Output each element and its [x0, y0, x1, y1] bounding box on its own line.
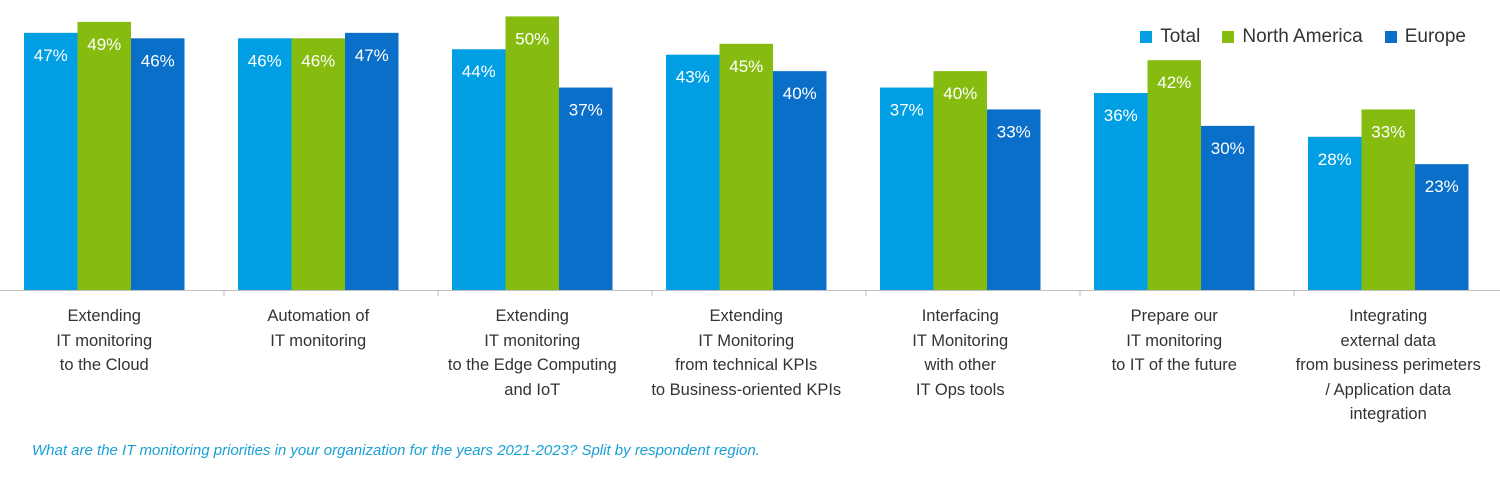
bar-north-america [1147, 60, 1201, 291]
data-label: 33% [1371, 122, 1405, 141]
category-label: Interfacing IT Monitoring with other IT … [912, 307, 1009, 399]
bar-north-america [933, 71, 987, 290]
bar-total [1308, 136, 1362, 290]
legend-swatch-north-america [1222, 31, 1235, 43]
category-label: Integrating external data from business … [1295, 307, 1481, 423]
data-label: 37% [569, 101, 603, 120]
data-label: 47% [34, 46, 68, 65]
question-caption: What are the IT monitoring priorities in… [32, 442, 760, 459]
category-label: Extending IT monitoring to the Cloud [56, 307, 153, 374]
legend-item-europe: Europe [1384, 26, 1466, 48]
bar-north-america [291, 38, 345, 291]
bar-north-america [77, 21, 131, 291]
data-label: 47% [355, 46, 389, 65]
data-label: 36% [1104, 106, 1138, 125]
data-label: 40% [943, 84, 977, 103]
plot-area: 47% 49% 46% 46% 46% 47% 44% 50% 37% 43% 45% 40% 37% 4… [0, 16, 1500, 296]
bar-europe [1201, 125, 1255, 290]
data-label: 23% [1425, 177, 1459, 196]
data-label: 40% [783, 84, 817, 103]
bar-total [452, 49, 506, 290]
data-label: 50% [515, 29, 549, 48]
legend-item-north-america: North America [1222, 26, 1363, 48]
data-label: 46% [301, 51, 335, 70]
bar-europe [345, 32, 399, 290]
legend-item-total: Total [1140, 26, 1200, 48]
legend: Total North America Europe [1140, 26, 1466, 48]
bar-north-america [1361, 109, 1415, 290]
bar-total [666, 54, 720, 290]
data-label: 49% [87, 35, 121, 54]
bar-total [1094, 93, 1148, 291]
data-label: 37% [890, 101, 924, 120]
data-label: 28% [1318, 150, 1352, 169]
bar-north-america [505, 16, 559, 290]
legend-label-north-america: North America [1242, 26, 1363, 47]
category-label: Prepare our IT monitoring to IT of the f… [1111, 307, 1237, 374]
bar-total [880, 87, 934, 290]
data-label: 46% [248, 51, 282, 70]
data-label: 45% [729, 57, 763, 76]
bar-total [24, 32, 78, 290]
legend-label-europe: Europe [1404, 26, 1466, 47]
data-label: 44% [462, 62, 496, 81]
bar-europe [987, 109, 1041, 290]
bar-total [238, 38, 292, 291]
category-label: Extending IT Monitoring from technical K… [651, 307, 842, 399]
data-label: 46% [141, 51, 175, 70]
legend-label-total: Total [1160, 26, 1201, 47]
bar-europe [773, 71, 827, 290]
data-label: 43% [676, 68, 710, 87]
bar-europe [131, 38, 185, 291]
data-label: 33% [997, 122, 1031, 141]
data-label: 42% [1157, 73, 1191, 92]
legend-swatch-europe [1384, 31, 1397, 43]
legend-swatch-total [1140, 31, 1153, 43]
bar-north-america [719, 43, 773, 290]
bar-europe [1415, 164, 1469, 290]
data-label: 30% [1211, 139, 1245, 158]
bar-europe [559, 87, 613, 290]
category-label: Automation of IT monitoring [267, 307, 370, 350]
category-label: Extending IT monitoring to the Edge Comp… [447, 307, 617, 399]
